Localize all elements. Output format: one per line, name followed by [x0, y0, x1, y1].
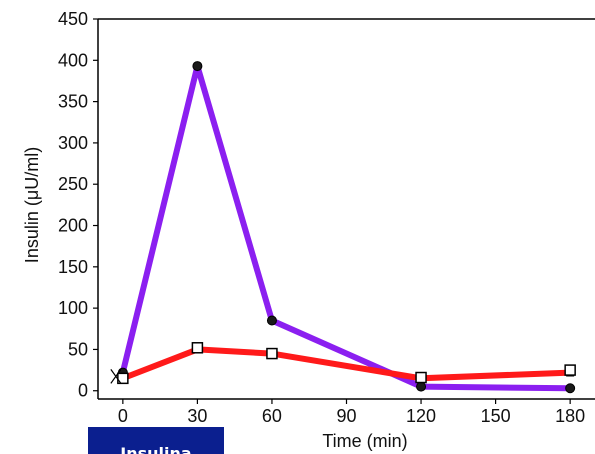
x-axis-label: Time (min) — [322, 431, 407, 451]
y-tick-label: 250 — [58, 174, 88, 194]
series-1-point — [266, 315, 277, 326]
x-tick-label: 150 — [481, 406, 511, 426]
y-tick-label: 0 — [78, 381, 88, 401]
x-tick-label: 90 — [336, 406, 356, 426]
y-tick-label: 50 — [68, 339, 88, 359]
y-tick-label: 150 — [58, 257, 88, 277]
x-tick-label: 0 — [118, 406, 128, 426]
marker-layer — [110, 342, 576, 385]
open-square-marker — [564, 364, 576, 376]
open-square-marker — [415, 371, 427, 384]
y-tick-label: 100 — [58, 298, 88, 318]
y-tick-label: 300 — [58, 133, 88, 153]
y-tick-label: 400 — [58, 50, 88, 70]
series-1-point — [416, 381, 427, 392]
x-tick-label: 120 — [406, 406, 436, 426]
open-square-marker — [191, 342, 204, 354]
x-tick-label: 180 — [555, 406, 585, 426]
x-tick-label: 30 — [187, 406, 207, 426]
y-tick-label: 350 — [58, 92, 88, 112]
cross-marker — [110, 368, 122, 384]
open-square-marker — [266, 347, 278, 360]
insulina-tag: Insulina — [88, 427, 224, 454]
y-tick-label: 200 — [58, 216, 88, 236]
y-tick-label: 450 — [58, 9, 88, 29]
series-1-point — [192, 61, 203, 72]
x-tick-label: 60 — [262, 406, 282, 426]
series-1-point — [565, 383, 576, 394]
axes: 0 50 100 150 200 250 300 350 400 450 0 30 60 90 120 150… — [58, 9, 595, 426]
y-axis-label: Insulin (μU/ml) — [22, 147, 42, 263]
